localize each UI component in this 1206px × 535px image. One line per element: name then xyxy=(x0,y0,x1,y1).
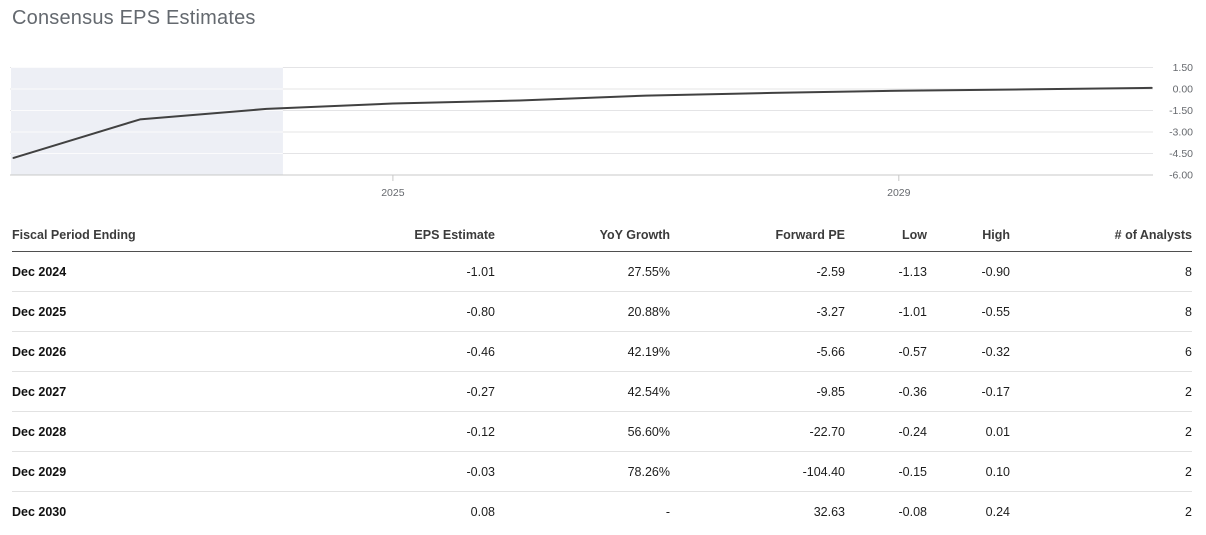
value-cell: -0.55 xyxy=(927,291,1010,332)
table-row: Dec 2029 -0.03 78.26% -104.40 -0.15 0.10 2 xyxy=(12,451,1192,492)
value-cell: 8 xyxy=(1010,291,1192,332)
value-cell: -0.46 xyxy=(214,331,495,372)
history-shade-region xyxy=(11,67,283,175)
column-header-of-analysts: # of Analysts xyxy=(1010,222,1192,252)
value-cell: -9.85 xyxy=(670,371,845,412)
value-cell: -0.32 xyxy=(927,331,1010,372)
value-cell: -104.40 xyxy=(670,451,845,492)
value-cell: -0.17 xyxy=(927,371,1010,412)
value-cell: -0.03 xyxy=(214,451,495,492)
fiscal-period-cell: Dec 2025 xyxy=(12,291,214,332)
value-cell: -0.57 xyxy=(845,331,927,372)
fiscal-period-cell: Dec 2030 xyxy=(12,504,67,519)
estimates-table-body: Dec 2024 -1.01 27.55% -2.59 -1.13 -0.90 8 Dec 2… xyxy=(12,251,1192,532)
value-cell: 2 xyxy=(1185,504,1192,519)
fiscal-period-cell: Dec 2029 xyxy=(12,451,214,492)
x-axis-tick-label: 2029 xyxy=(887,187,911,199)
value-cell: -1.01 xyxy=(845,291,927,332)
value-cell: -0.08 xyxy=(898,504,928,519)
value-cell: 0.24 xyxy=(985,504,1010,519)
value-cell: 2 xyxy=(1010,371,1192,412)
value-cell: 2 xyxy=(1010,451,1192,492)
y-axis-tick-label: -4.50 xyxy=(1169,148,1193,160)
column-header-forward-pe: Forward PE xyxy=(670,222,845,252)
fiscal-period-cell: Dec 2027 xyxy=(12,371,214,412)
value-cell: -0.27 xyxy=(214,371,495,412)
value-cell: -5.66 xyxy=(670,331,845,372)
table-row: Dec 2028 -0.12 56.60% -22.70 -0.24 0.01 2 xyxy=(12,411,1192,452)
value-cell: -3.27 xyxy=(670,291,845,332)
eps-estimates-table: Fiscal Period Ending EPS Estimate YoY Grow… xyxy=(12,222,1192,531)
table-row: Dec 2030 0.08 - 32.63 -0.08 0.24 2 xyxy=(12,492,1192,532)
value-cell: -0.80 xyxy=(214,291,495,332)
y-axis-tick-label: 0.00 xyxy=(1173,84,1194,96)
value-cell: -0.36 xyxy=(845,371,927,412)
table-row: Dec 2026 -0.46 42.19% -5.66 -0.57 -0.32 6 xyxy=(12,331,1192,372)
value-cell: 42.19% xyxy=(495,331,670,372)
column-header-eps-estimate: EPS Estimate xyxy=(214,222,495,252)
value-cell: 27.55% xyxy=(495,251,670,292)
value-cell: 20.88% xyxy=(495,291,670,332)
value-cell: 78.26% xyxy=(495,451,670,492)
fiscal-period-cell: Dec 2026 xyxy=(12,331,214,372)
y-axis-tick-label: -6.00 xyxy=(1169,170,1193,182)
value-cell: 6 xyxy=(1010,331,1192,372)
x-axis-tick-label: 2025 xyxy=(381,187,405,199)
table-row: Dec 2025 -0.80 20.88% -3.27 -1.01 -0.55 8 xyxy=(12,291,1192,332)
value-cell: 42.54% xyxy=(495,371,670,412)
table-row: Dec 2024 -1.01 27.55% -2.59 -1.13 -0.90 8 xyxy=(12,251,1192,292)
page-title: Consensus EPS Estimates xyxy=(12,7,256,29)
value-cell: 0.08 xyxy=(470,504,495,519)
value-cell: -0.90 xyxy=(927,251,1010,292)
eps-trend-line xyxy=(12,86,1153,159)
table-row: Dec 2027 -0.27 42.54% -9.85 -0.36 -0.17 2 xyxy=(12,371,1192,412)
fiscal-period-cell: Dec 2024 xyxy=(12,251,214,292)
fiscal-period-cell: Dec 2028 xyxy=(12,411,214,452)
column-header-yoy-growth: YoY Growth xyxy=(495,222,670,252)
value-cell: -1.13 xyxy=(845,251,927,292)
value-cell: -0.12 xyxy=(214,411,495,452)
y-axis-tick-label: -1.50 xyxy=(1169,105,1193,117)
value-cell: 32.63 xyxy=(813,504,845,519)
value-cell: -2.59 xyxy=(670,251,845,292)
column-header-fiscal-period-ending: Fiscal Period Ending xyxy=(12,222,214,252)
value-cell: 56.60% xyxy=(495,411,670,452)
value-cell: 0.01 xyxy=(927,411,1010,452)
eps-trend-chart: 2025 2029 1.50 0.00 -1.50 -3.00 -4.50 -6.00 xyxy=(10,62,1194,199)
value-cell: -22.70 xyxy=(670,411,845,452)
y-axis-tick-label: 1.50 xyxy=(1173,62,1194,74)
value-cell: - xyxy=(665,504,670,519)
column-header-low: Low xyxy=(845,222,927,252)
value-cell: 2 xyxy=(1010,411,1192,452)
y-axis-tick-label: -3.00 xyxy=(1169,127,1193,139)
value-cell: 8 xyxy=(1010,251,1192,292)
value-cell: -0.15 xyxy=(845,451,927,492)
estimates-table-head-row: Fiscal Period Ending EPS Estimate YoY Grow… xyxy=(12,222,1192,252)
value-cell: 0.10 xyxy=(927,451,1010,492)
column-header-high: High xyxy=(927,222,1010,252)
value-cell: -1.01 xyxy=(214,251,495,292)
value-cell: -0.24 xyxy=(845,411,927,452)
